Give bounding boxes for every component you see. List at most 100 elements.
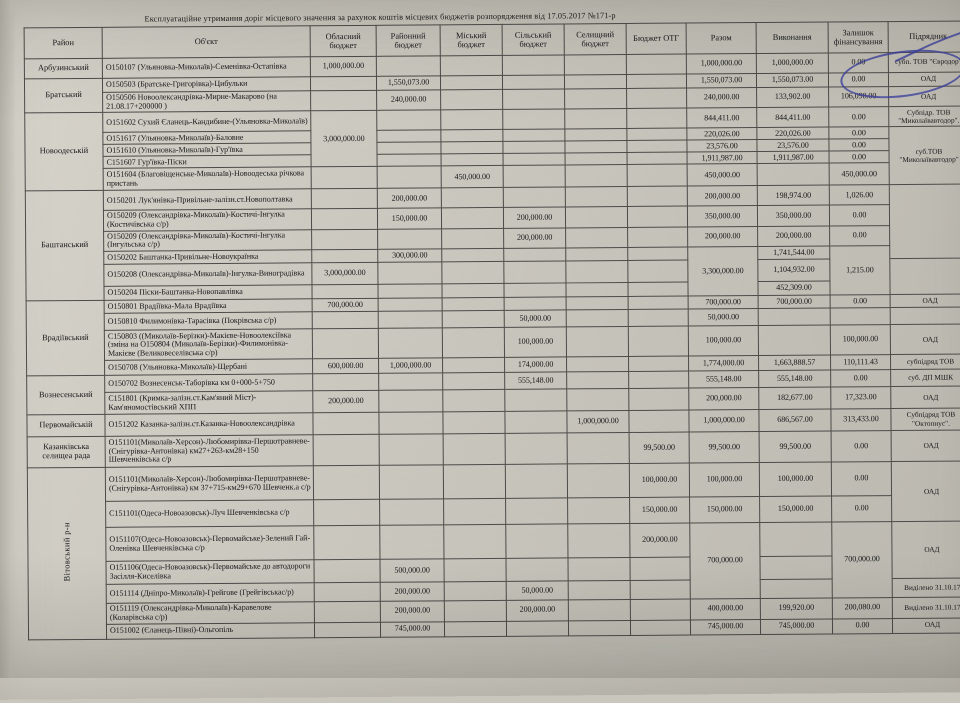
cell-raion-budget	[378, 327, 443, 359]
cell-city-budget: 450,000.00	[441, 165, 504, 189]
cell-village-budget: 200,000.00	[503, 207, 566, 229]
cell-remaining: 17,323.00	[830, 386, 891, 410]
cell-city-budget	[442, 310, 505, 328]
cell-raion-budget	[376, 142, 442, 155]
header-contractor: Підрядник	[888, 20, 960, 53]
cell-city-budget	[444, 620, 507, 637]
cell-city-budget	[441, 228, 504, 249]
cell-settlement-budget	[564, 128, 627, 142]
cell-oblast-budget	[310, 90, 377, 112]
cell-village-budget: 200,000.00	[503, 227, 566, 249]
cell-total: 100,000.00	[689, 462, 760, 498]
cell-execution: 555,148.00	[758, 370, 831, 388]
cell-otg-budget	[626, 88, 687, 109]
cell-oblast-budget	[311, 229, 378, 250]
cell-settlement-budget	[566, 309, 629, 328]
cell-city-budget	[441, 261, 504, 284]
cell-object: О150209 (Олександрівка-Миколаїв)-Костичі…	[103, 209, 312, 232]
cell-settlement-budget	[565, 260, 628, 284]
cell-village-budget	[505, 558, 569, 582]
cell-raion-budget: 1,000,000.00	[378, 357, 443, 374]
cell-execution: 686,567.00	[758, 409, 832, 432]
cell-raion-budget: 240,000.00	[376, 89, 441, 111]
cell-city-budget	[440, 75, 503, 90]
cell-raion-budget	[379, 524, 444, 560]
cell-village-budget: 100,000.00	[504, 327, 567, 358]
cell-settlement-budget	[564, 74, 627, 89]
cell-object: О150708 (Ульяновка-Миколаїв)-Щербані	[104, 358, 313, 376]
cell-remaining: 0.00	[829, 150, 890, 164]
cell-oblast-budget	[314, 621, 381, 638]
district-label: Арбузинський	[37, 62, 89, 73]
cell-execution: 1,104,932.00	[757, 259, 830, 282]
header-settlement-budget: Селищний бюджет	[564, 23, 627, 55]
cell-settlement-budget	[567, 463, 630, 499]
cell-oblast-budget: 3,000,000.00	[310, 110, 378, 168]
cell-remaining: 110,111.43	[830, 354, 891, 371]
cell-total: 1,774,000.00	[688, 355, 759, 372]
cell-city-budget	[441, 283, 505, 298]
cell-village-budget	[503, 261, 566, 284]
cell-contractor: ОАД	[890, 386, 960, 409]
cell-execution	[760, 579, 833, 599]
cell-object: О150506 Новоолександрівка-Мирне-Макарово…	[102, 90, 311, 113]
cell-village-budget	[504, 297, 567, 311]
cell-raion-budget	[376, 110, 441, 131]
cell-object: О151202 Казанка-залізн.ст.Казанка-Новоол…	[104, 412, 314, 437]
cell-oblast-budget	[314, 582, 381, 602]
cell-remaining: 0.00	[831, 495, 892, 523]
cell-village-budget	[503, 248, 566, 262]
cell-object: О150107 (Ульяновка-Миколаїв)-Семенівка-О…	[102, 56, 311, 79]
cell-remaining: 1,026.00	[829, 184, 890, 206]
cell-remaining: 0.00	[829, 204, 890, 226]
cell-remaining: 0.00	[831, 461, 892, 497]
cell-total: 844,411.00	[686, 107, 757, 129]
table-body: Арбузинський О150107 (Ульяновка-Миколаїв)…	[24, 51, 960, 640]
cell-oblast-budget	[311, 208, 378, 230]
cell-object: С151801 (Кримка-залізн.ст.Кам'яний Міст)…	[104, 390, 313, 415]
cell-city-budget	[440, 129, 503, 143]
cell-settlement-budget	[565, 247, 628, 262]
cell-settlement-budget	[567, 432, 630, 465]
cell-settlement-budget	[567, 497, 630, 525]
cell-settlement-budget	[566, 326, 629, 358]
district-label: Казанківська селищеа рада	[42, 442, 91, 461]
cell-settlement-budget	[564, 54, 627, 75]
cell-raion-budget: 200,000.00	[380, 581, 445, 602]
cell-object: О150201 Лук'янівка-Привільне-залізн.ст.Н…	[103, 189, 312, 211]
cell-execution: 182,677.00	[758, 387, 831, 410]
cell-raion-budget	[379, 433, 444, 466]
cell-execution: 1,000,000.00	[756, 53, 829, 74]
cell-contractor	[889, 184, 960, 259]
cell-raion-budget	[377, 261, 442, 285]
cell-city-budget	[442, 357, 505, 373]
cell-object: О151119 (Олександрівка-Миколаїв)-Каравел…	[106, 601, 315, 624]
cell-total: 220,026.00	[686, 127, 757, 141]
cell-city-budget	[441, 187, 504, 209]
cell-village-budget	[504, 411, 568, 434]
header-village-budget: Сільський бюджет	[502, 23, 565, 56]
cell-execution	[758, 325, 831, 356]
cell-contractor: Субпідр. ТОВ "Миколаївавтодор".	[888, 106, 960, 127]
cell-village-budget	[502, 54, 565, 76]
district-label: Врадіївський	[42, 332, 89, 342]
cell-city-budget	[442, 372, 505, 390]
cell-city-budget	[442, 411, 506, 434]
cell-execution: 198,974.00	[757, 185, 830, 206]
cell-oblast-budget: 200,000.00	[312, 390, 379, 413]
cell-remaining: 0.00	[828, 106, 889, 128]
cell-otg-budget	[628, 388, 689, 411]
cell-otg-budget: 99,500.00	[629, 432, 690, 464]
district-label: Вознесенський	[38, 389, 93, 399]
document-sheet: Експлуатаційне утримання доріг місцевого…	[13, 7, 960, 703]
cell-object: О151107(Одеса-Новоазовськ)-Первомайське)…	[105, 525, 314, 562]
cell-remaining	[830, 307, 891, 326]
cell-execution: 350,000.00	[757, 205, 830, 227]
cell-village-budget	[502, 88, 565, 110]
cell-settlement-budget	[566, 388, 629, 412]
cell-remaining: 450,000.00	[829, 162, 890, 186]
header-city-budget: Міський бюджет	[440, 24, 503, 56]
cell-city-budget	[442, 327, 505, 358]
cell-execution: 844,411.00	[756, 107, 829, 128]
cell-raion-budget	[377, 283, 443, 299]
